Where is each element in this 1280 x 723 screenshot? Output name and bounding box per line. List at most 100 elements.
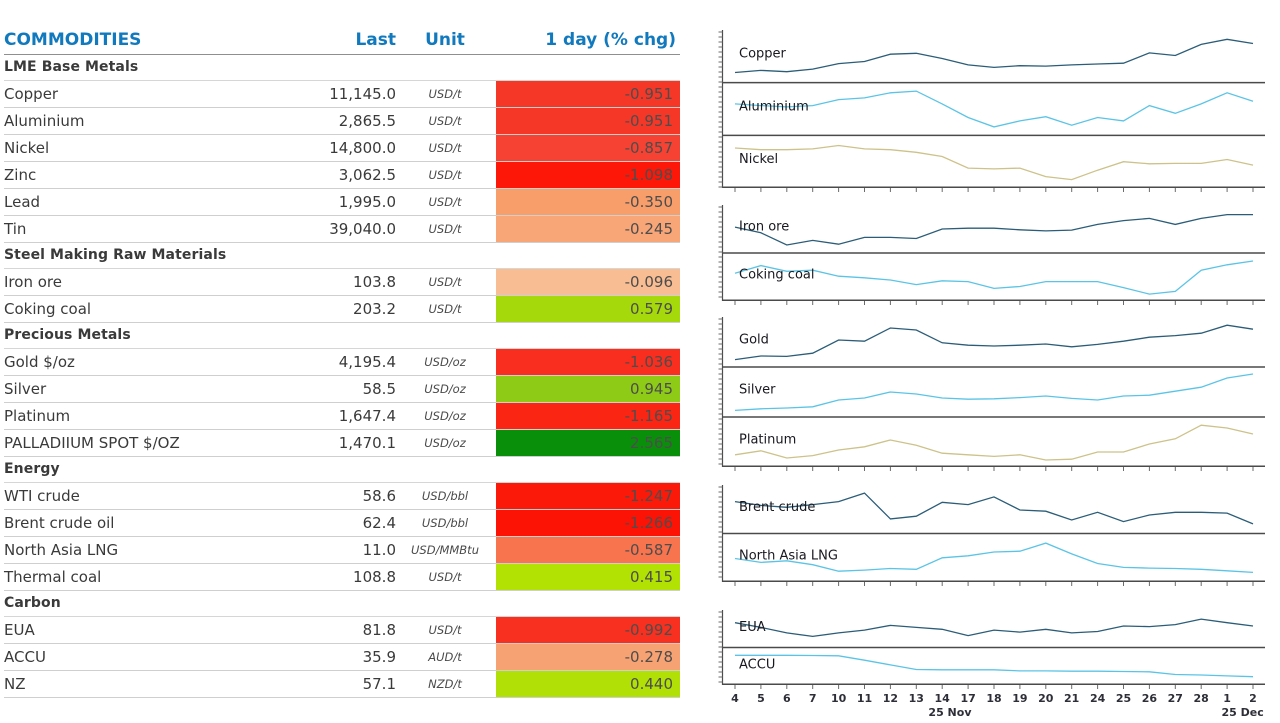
last-value: 4,195.4: [338, 353, 396, 371]
unit-value: USD/oz: [424, 409, 466, 423]
unit-value: USD/t: [428, 195, 462, 209]
unit-value: USD/t: [428, 168, 462, 182]
x-axis-tick-label: 11: [857, 692, 872, 705]
commodities-table: COMMODITIES Last Unit 1 day (% chg) LME …: [4, 25, 680, 698]
table-row: North Asia LNG 11.0 USD/MMBtu -0.587: [4, 537, 680, 564]
sparkline-label: Aluminium: [739, 99, 809, 114]
chart-group-precious-metals: Gold Silver Platinum: [718, 317, 1265, 471]
sparkline-charts-region: Copper Aluminium Nickel Iron ore Coking coal…: [705, 22, 1280, 720]
change-value: -1.165: [496, 403, 680, 429]
last-value: 81.8: [362, 621, 396, 639]
commodity-name: Iron ore: [4, 273, 62, 291]
last-value: 57.1: [362, 675, 396, 693]
unit-value: USD/t: [428, 222, 462, 236]
commodity-name: ACCU: [4, 648, 46, 666]
change-value: 0.440: [496, 671, 680, 697]
last-value: 108.8: [353, 568, 396, 586]
change-value: -0.096: [496, 269, 680, 295]
last-value: 11.0: [362, 541, 396, 559]
x-axis-tick-label: 13: [909, 692, 924, 705]
x-axis-month-label: 25 Dec: [1222, 706, 1264, 719]
change-value: -0.951: [496, 108, 680, 134]
sparkline-label: Silver: [739, 383, 776, 398]
x-axis-tick-label: 5: [757, 692, 765, 705]
table-header-row: COMMODITIES Last Unit 1 day (% chg): [4, 25, 680, 55]
sparkline-eua: [734, 618, 1254, 638]
change-value: -0.857: [496, 135, 680, 161]
unit-value: USD/t: [428, 87, 462, 101]
change-value: -0.587: [496, 537, 680, 563]
commodity-name: Tin: [4, 220, 27, 238]
commodity-name: NZ: [4, 675, 26, 693]
last-value: 39,040.0: [329, 220, 396, 238]
x-axis-tick-label: 1: [1223, 692, 1231, 705]
unit-value: USD/bbl: [421, 516, 469, 530]
x-axis-tick-label: 10: [831, 692, 847, 705]
chart-group-lme-base-metals: Copper Aluminium Nickel: [718, 30, 1265, 192]
table-row: ACCU 35.9 AUD/t -0.278: [4, 644, 680, 671]
header-change: 1 day (% chg): [545, 29, 676, 50]
last-value: 11,145.0: [329, 85, 396, 103]
table-row: Zinc 3,062.5 USD/t -1.098: [4, 162, 680, 189]
commodities-table-body: LME Base Metals Copper 11,145.0 USD/t -0.951…: [4, 55, 680, 698]
change-value: 2.565: [496, 430, 680, 456]
chart-group-energy: Brent crude North Asia LNG: [718, 485, 1265, 586]
sparkline-silver: [734, 373, 1254, 412]
table-row: NZ 57.1 NZD/t 0.440: [4, 671, 680, 698]
table-row: Thermal coal 108.8 USD/t 0.415: [4, 564, 680, 591]
commodity-name: Aluminium: [4, 112, 85, 130]
unit-value: USD/oz: [424, 382, 466, 396]
sparkline-label: ACCU: [739, 657, 775, 672]
sparkline-label: Iron ore: [739, 220, 789, 235]
x-axis-tick-label: 14: [935, 692, 951, 705]
change-value: 0.415: [496, 564, 680, 590]
last-value: 1,470.1: [338, 434, 396, 452]
unit-value: AUD/t: [428, 650, 462, 664]
sparkline-nickel: [734, 144, 1254, 181]
table-row: Coking coal 203.2 USD/t 0.579: [4, 296, 680, 323]
change-value: 0.579: [496, 296, 680, 322]
unit-value: USD/bbl: [421, 489, 469, 503]
table-row: PALLADIIUM SPOT $/OZ 1,470.1 USD/oz 2.565: [4, 430, 680, 457]
commodity-name: Copper: [4, 85, 59, 103]
commodity-name: Platinum: [4, 407, 71, 425]
last-value: 62.4: [362, 514, 396, 532]
section-header: Carbon: [4, 591, 680, 617]
x-axis-tick-label: 12: [883, 692, 898, 705]
change-value: 0.945: [496, 376, 680, 402]
x-axis-month-label: 25 Nov: [928, 706, 972, 719]
change-value: -0.992: [496, 617, 680, 643]
unit-value: USD/t: [428, 275, 462, 289]
x-axis-tick-label: 17: [960, 692, 975, 705]
sparkline-accu: [735, 654, 1254, 678]
commodity-name: Brent crude oil: [4, 514, 115, 532]
unit-value: NZD/t: [428, 677, 462, 691]
last-value: 1,995.0: [338, 193, 396, 211]
table-row: WTI crude 58.6 USD/bbl -1.247: [4, 483, 680, 510]
section-header: Precious Metals: [4, 323, 680, 349]
x-axis-tick-label: 25: [1116, 692, 1131, 705]
unit-value: USD/t: [428, 141, 462, 155]
commodity-name: Silver: [4, 380, 47, 398]
x-axis-tick-label: 4: [731, 692, 739, 705]
sparkline-label: Nickel: [739, 152, 778, 167]
commodity-name: PALLADIIUM SPOT $/OZ: [4, 434, 180, 452]
sparkline-label: Platinum: [739, 433, 796, 448]
unit-value: USD/t: [428, 114, 462, 128]
header-unit: Unit: [425, 29, 465, 50]
last-value: 1,647.4: [338, 407, 396, 425]
table-row: Tin 39,040.0 USD/t -0.245: [4, 216, 680, 243]
change-value: -0.245: [496, 216, 680, 242]
commodity-name: Zinc: [4, 166, 37, 184]
x-axis-tick-label: 7: [809, 692, 817, 705]
change-value: -0.951: [496, 81, 680, 107]
table-row: Iron ore 103.8 USD/t -0.096: [4, 269, 680, 296]
commodity-name: Coking coal: [4, 300, 92, 318]
x-axis-tick-label: 28: [1194, 692, 1209, 705]
sparkline-label: Gold: [739, 333, 769, 348]
sparkline-north-asia-lng: [734, 542, 1254, 574]
section-header: Energy: [4, 457, 680, 483]
table-row: Aluminium 2,865.5 USD/t -0.951: [4, 108, 680, 135]
commodity-name: Nickel: [4, 139, 50, 157]
